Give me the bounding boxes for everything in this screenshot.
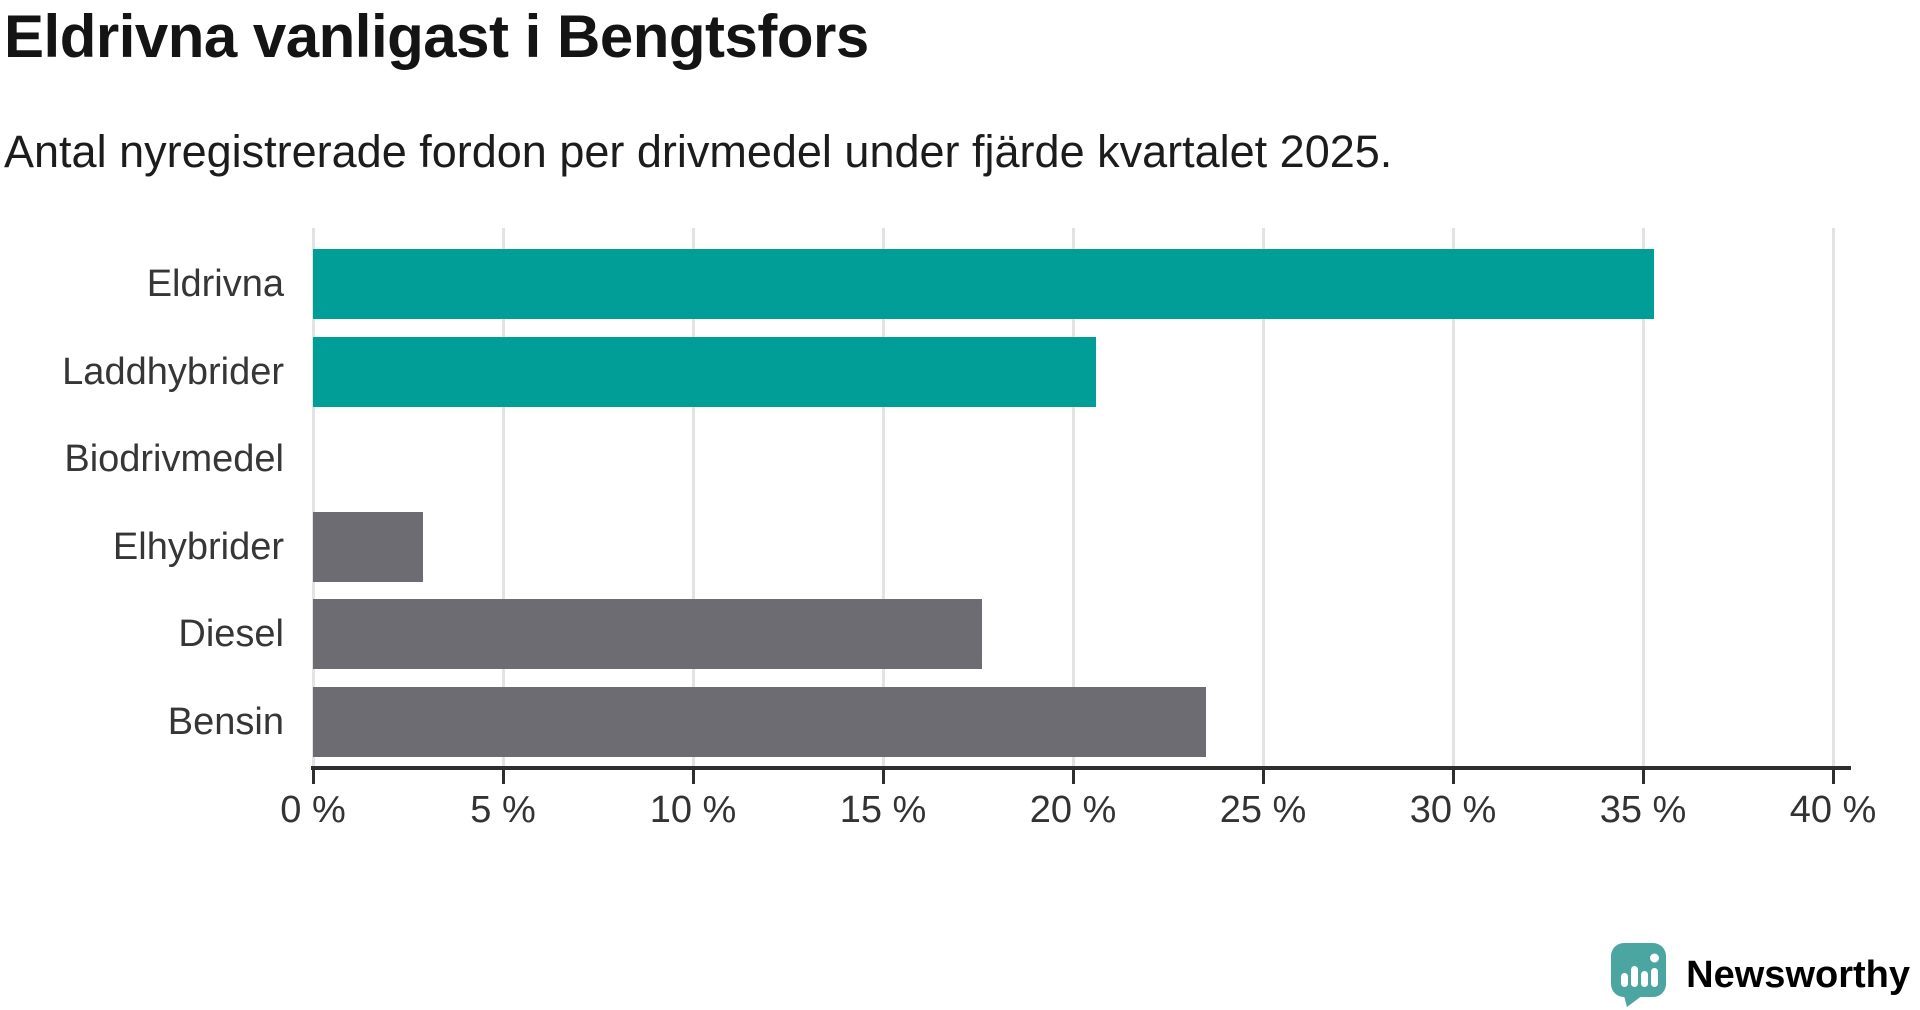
gridline-20pct [1071,228,1075,766]
x-tick-label-0: 0 % [280,789,346,831]
x-tick-label-30: 30 % [1409,789,1497,831]
x-tick-10 [691,770,695,784]
x-tick-label-10: 10 % [649,789,737,831]
bar-eldrivna [313,249,1655,319]
gridline-40pct [1831,228,1835,766]
gridline-15pct [881,228,885,766]
category-label-elhybrider: Elhybrider [112,525,284,568]
category-label-bensin: Bensin [167,701,284,743]
x-tick-40 [1831,770,1835,784]
x-tick-label-15: 15 % [839,789,927,831]
x-tick-15 [881,770,885,784]
x-tick-label-35: 35 % [1599,789,1687,831]
x-tick-label-5: 5 % [470,789,536,831]
x-axis-line [311,766,1851,770]
x-tick-0 [311,770,315,784]
gridline-5pct [501,228,505,766]
bar-diesel [313,599,982,670]
bar-laddhybrider [313,336,1096,407]
category-label-diesel: Diesel [178,613,284,656]
category-label-biodrivmedel: Biodrivmedel [64,438,284,481]
category-label-laddhybrider: Laddhybrider [62,350,284,393]
newsworthy-branding: Newsworthy [1610,942,1910,1008]
newsworthy-logo-icon [1611,943,1667,1007]
x-tick-30 [1451,770,1455,784]
bar-elhybrider [313,511,424,582]
x-tick-label-40: 40 % [1789,789,1877,831]
x-tick-label-25: 25 % [1219,789,1307,831]
chart-title: Eldrivna vanligast i Bengtsfors [4,3,869,70]
gridline-30pct [1451,228,1455,766]
gridline-35pct [1641,228,1645,766]
category-label-eldrivna: Eldrivna [146,263,284,305]
x-tick-label-20: 20 % [1029,789,1117,831]
newsworthy-brand-name: Newsworthy [1686,953,1910,996]
x-tick-25 [1261,770,1265,784]
gridline-25pct [1261,228,1265,766]
x-tick-35 [1641,770,1645,784]
x-tick-20 [1071,770,1075,784]
x-tick-5 [501,770,505,784]
gridline-0pct [311,228,315,766]
chart-subtitle: Antal nyregistrerade fordon per drivmede… [4,126,1393,177]
bar-bensin [313,687,1206,757]
gridline-10pct [691,228,695,766]
